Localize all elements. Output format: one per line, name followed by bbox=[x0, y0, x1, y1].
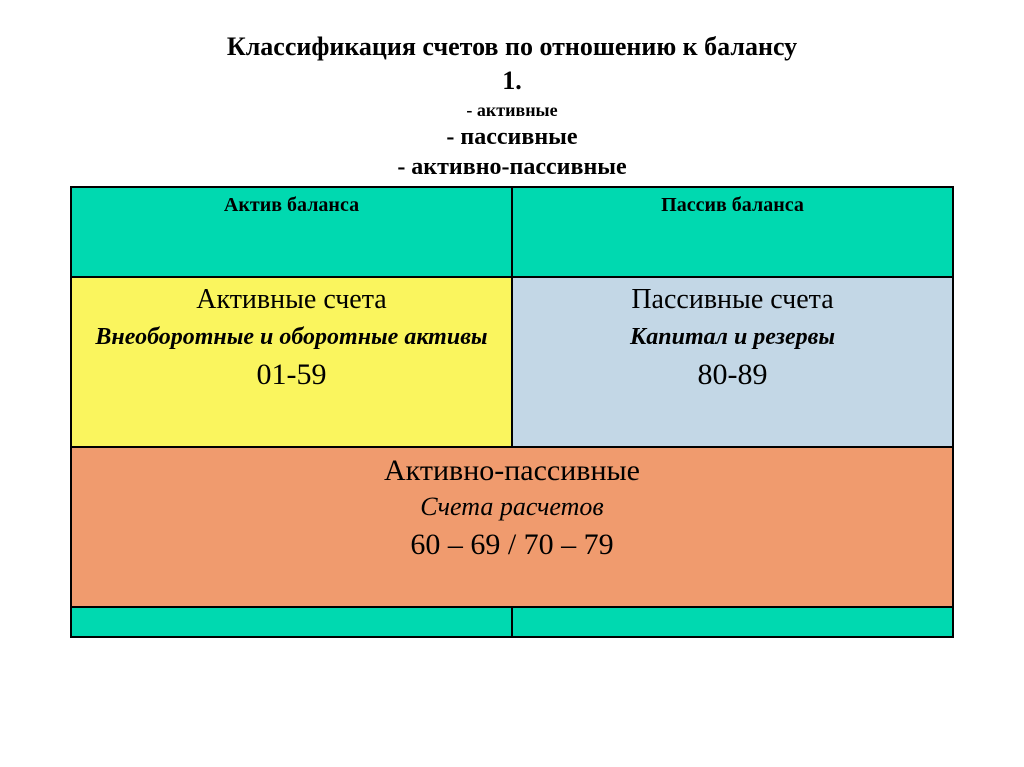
passive-range: 80-89 bbox=[521, 358, 944, 392]
active-passive-cell: Активно-пассивные Счета расчетов 60 – 69… bbox=[71, 447, 953, 607]
table-header-row: Актив баланса Пассив баланса bbox=[71, 187, 953, 277]
header-asset-label: Актив баланса bbox=[224, 194, 359, 216]
header-cell-liability: Пассив баланса bbox=[512, 187, 953, 277]
footer-cell-left bbox=[71, 607, 512, 637]
active-range: 01-59 bbox=[80, 358, 503, 392]
active-title: Активные счета bbox=[80, 284, 503, 316]
passive-title: Пассивные счета bbox=[521, 284, 944, 316]
bullet-active: - активные bbox=[70, 98, 954, 122]
passive-accounts-cell: Пассивные счета Капитал и резервы 80-89 bbox=[512, 277, 953, 447]
merged-range: 60 – 69 / 70 – 79 bbox=[80, 528, 944, 562]
passive-subtitle: Капитал и резервы bbox=[521, 322, 944, 352]
footer-row bbox=[71, 607, 953, 637]
accounts-row: Активные счета Внеоборотные и оборотные … bbox=[71, 277, 953, 447]
header-liability-label: Пассив баланса bbox=[661, 194, 804, 216]
merged-subtitle: Счета расчетов bbox=[80, 492, 944, 522]
footer-cell-right bbox=[512, 607, 953, 637]
merged-title: Активно-пассивные bbox=[80, 454, 944, 488]
active-subtitle: Внеоборотные и оборотные активы bbox=[80, 322, 503, 352]
main-title: Классификация счетов по отношению к бала… bbox=[70, 30, 954, 64]
header-cell-asset: Актив баланса bbox=[71, 187, 512, 277]
classification-table: Актив баланса Пассив баланса Активные сч… bbox=[70, 186, 954, 638]
active-accounts-cell: Активные счета Внеоборотные и оборотные … bbox=[71, 277, 512, 447]
merged-row: Активно-пассивные Счета расчетов 60 – 69… bbox=[71, 447, 953, 607]
title-number: 1. bbox=[70, 64, 954, 98]
heading-block: Классификация счетов по отношению к бала… bbox=[70, 30, 954, 182]
bullet-active-passive: - активно-пассивные bbox=[70, 152, 954, 182]
bullet-passive: - пассивные bbox=[70, 122, 954, 152]
